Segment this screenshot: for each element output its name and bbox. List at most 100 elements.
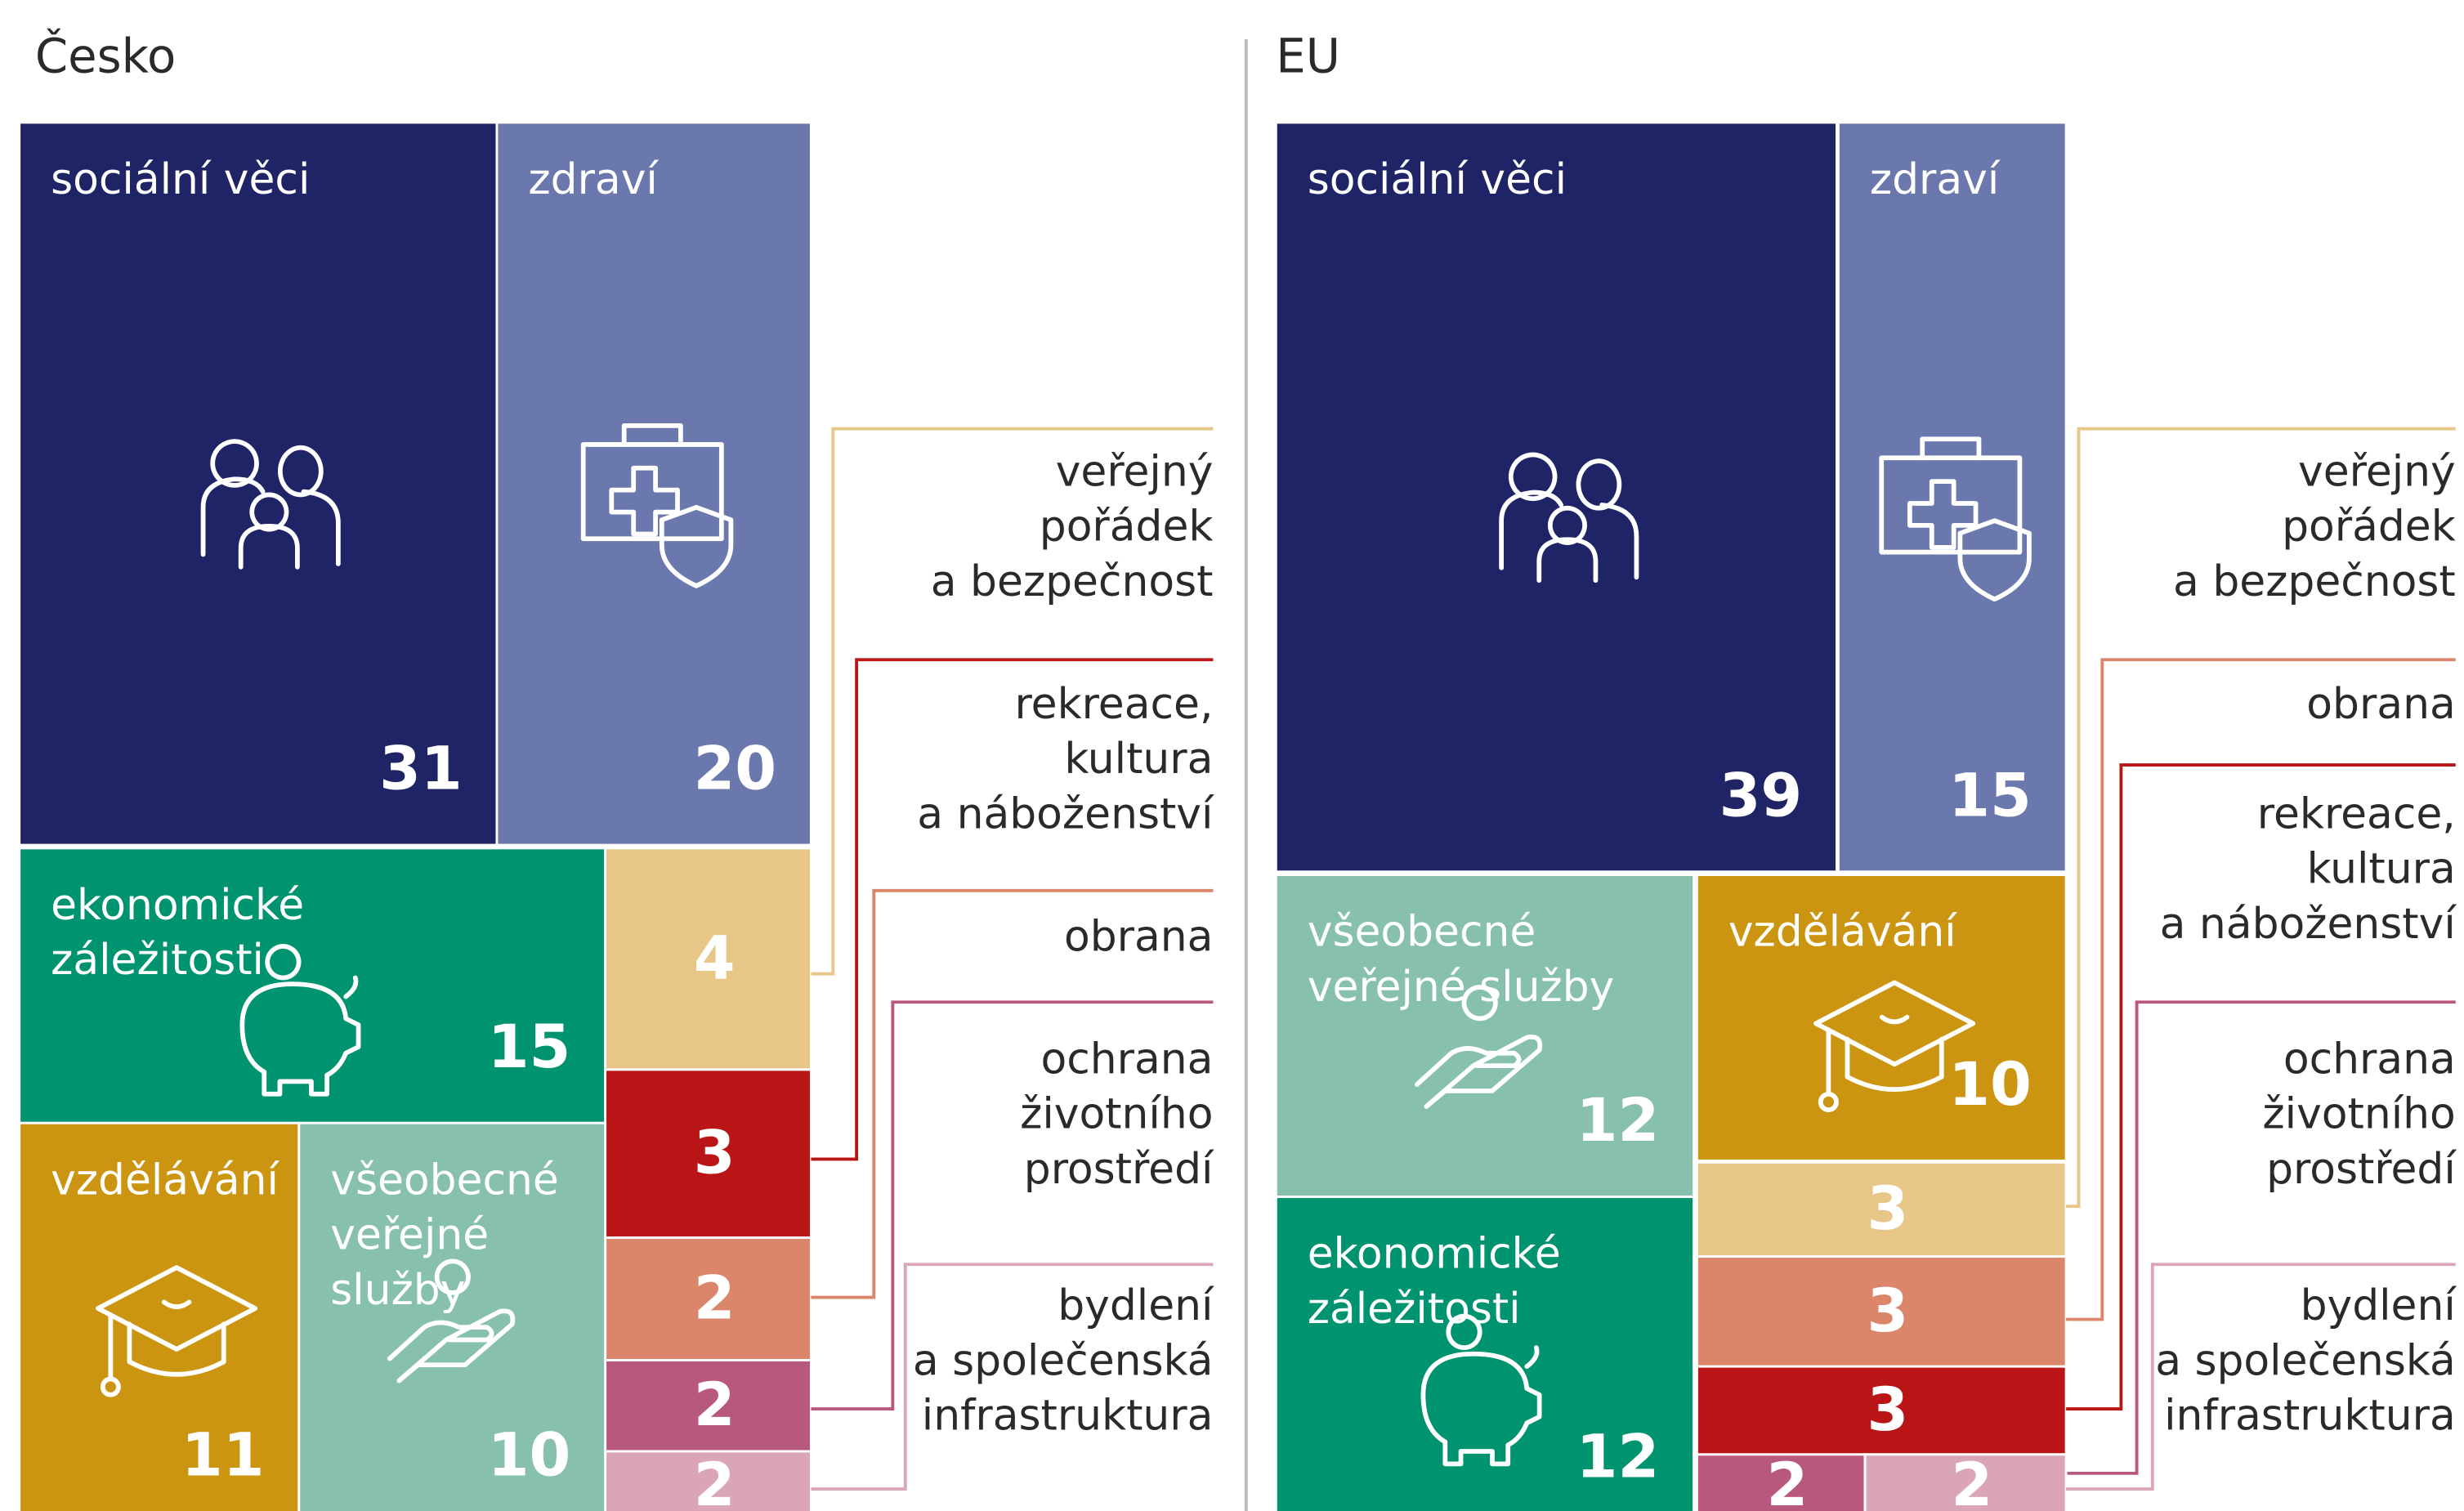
- value-label: 3: [1867, 1375, 1909, 1445]
- value-label: 2: [694, 1370, 736, 1440]
- value-label: 39: [1719, 761, 1803, 830]
- icon-part: [1813, 980, 1976, 1067]
- leader-line: [811, 888, 1214, 1299]
- icon-part: [1547, 505, 1587, 545]
- side-label: ochrana životního prostředí: [1020, 1035, 1214, 1194]
- icon-part: [1424, 1035, 1543, 1109]
- tile-label: ekonomické záležitosti: [51, 881, 304, 985]
- icon-part: [238, 523, 300, 570]
- icon-part: [1879, 1014, 1910, 1025]
- icon-part: [396, 1308, 516, 1384]
- chart-title: Česko: [35, 29, 176, 84]
- value-label: 12: [1576, 1423, 1660, 1492]
- leader-line: [811, 1263, 1214, 1491]
- icon-part: [127, 1321, 226, 1377]
- icon-part: [1957, 518, 2032, 602]
- tile: [297, 1121, 607, 1511]
- tile: [18, 1121, 301, 1511]
- side-label: rekreace, kultura a náboženství: [2160, 789, 2457, 949]
- icon-part: [1920, 436, 1982, 461]
- icon-part: [1818, 1092, 1839, 1112]
- tile: [1863, 1453, 2068, 1511]
- icon-part: [210, 439, 259, 488]
- tile: [1695, 1453, 1867, 1511]
- tile: [1695, 1255, 2068, 1368]
- tile-label: vzdělávání: [1728, 908, 1957, 957]
- icon-part: [1499, 490, 1564, 570]
- icon-part: [265, 944, 302, 981]
- icon-part: [1879, 455, 2023, 555]
- icon: [239, 944, 361, 1097]
- value-label: 2: [694, 1451, 736, 1511]
- leader-line: [811, 427, 1214, 976]
- icon: [1813, 980, 1976, 1112]
- leader-line: [811, 658, 1214, 1161]
- leader-line: [2066, 427, 2456, 1209]
- tile-label: vzdělávání: [51, 1156, 279, 1205]
- value-label: 20: [693, 735, 776, 804]
- tile-label: zdraví: [1870, 155, 2001, 204]
- value-label: 15: [488, 1013, 571, 1082]
- chart-title: EU: [1276, 29, 1340, 84]
- icon-part: [1420, 1351, 1542, 1467]
- value-label: 2: [694, 1263, 736, 1333]
- icon: [1499, 452, 1639, 583]
- tile-label: sociální věci: [51, 155, 310, 204]
- value-label: 15: [1948, 761, 2032, 830]
- icon-part: [580, 442, 724, 542]
- icon-part: [161, 1299, 192, 1310]
- leader-line: [811, 1000, 1214, 1410]
- icon-part: [1536, 537, 1599, 583]
- icon-part: [249, 492, 289, 532]
- icon: [200, 439, 341, 570]
- side-label: bydlení a společenská infrastruktura: [2155, 1281, 2457, 1441]
- tile: [604, 847, 812, 1071]
- icon: [1420, 1313, 1542, 1467]
- tile: [604, 1359, 812, 1453]
- side-label: veřejný pořádek a bezpečnost: [931, 447, 1214, 606]
- side-label: ochrana životního prostředí: [2262, 1035, 2457, 1194]
- value-label: 11: [181, 1421, 265, 1491]
- icon-part: [1508, 452, 1558, 502]
- value-label: 3: [1867, 1276, 1909, 1346]
- icon-part: [1845, 1036, 1944, 1093]
- side-label: obrana: [1064, 912, 1213, 961]
- icon-part: [1461, 985, 1498, 1021]
- side-label: rekreace, kultura a náboženství: [917, 680, 1214, 839]
- value-label: 3: [694, 1119, 736, 1188]
- leader-line: [2066, 763, 2456, 1410]
- icon-part: [343, 975, 359, 999]
- icon: [1879, 436, 2032, 602]
- icon: [1414, 985, 1543, 1109]
- tile-label: všeobecné veřejné služby: [1308, 908, 1615, 1012]
- icon-part: [1446, 1313, 1482, 1350]
- value-label: 2: [1951, 1451, 1992, 1511]
- tile: [604, 1068, 812, 1240]
- value-label: 3: [1867, 1174, 1909, 1244]
- icon-part: [1599, 503, 1639, 580]
- icon-part: [609, 465, 680, 537]
- icon: [580, 422, 734, 588]
- icon: [387, 1258, 516, 1384]
- side-label: bydlení a společenská infrastruktura: [913, 1281, 1214, 1441]
- icon-part: [239, 981, 361, 1097]
- side-label: veřejný pořádek a bezpečnost: [2173, 447, 2456, 606]
- icon-part: [200, 476, 266, 557]
- icon-part: [301, 489, 341, 566]
- icon-part: [1524, 1345, 1540, 1370]
- icon-part: [621, 422, 683, 447]
- value-label: 10: [1948, 1050, 2032, 1120]
- value-label: 31: [379, 735, 463, 804]
- icon-part: [1576, 458, 1622, 511]
- icon-part: [659, 504, 734, 588]
- value-label: 4: [694, 923, 736, 993]
- value-label: 2: [1767, 1451, 1809, 1511]
- icon-part: [96, 1265, 258, 1352]
- icon-part: [277, 445, 324, 498]
- value-label: 12: [1576, 1086, 1660, 1156]
- icon: [96, 1265, 258, 1397]
- leader-line: [2066, 1263, 2456, 1491]
- tile-label: sociální věci: [1308, 155, 1567, 204]
- side-label: obrana: [2306, 680, 2455, 729]
